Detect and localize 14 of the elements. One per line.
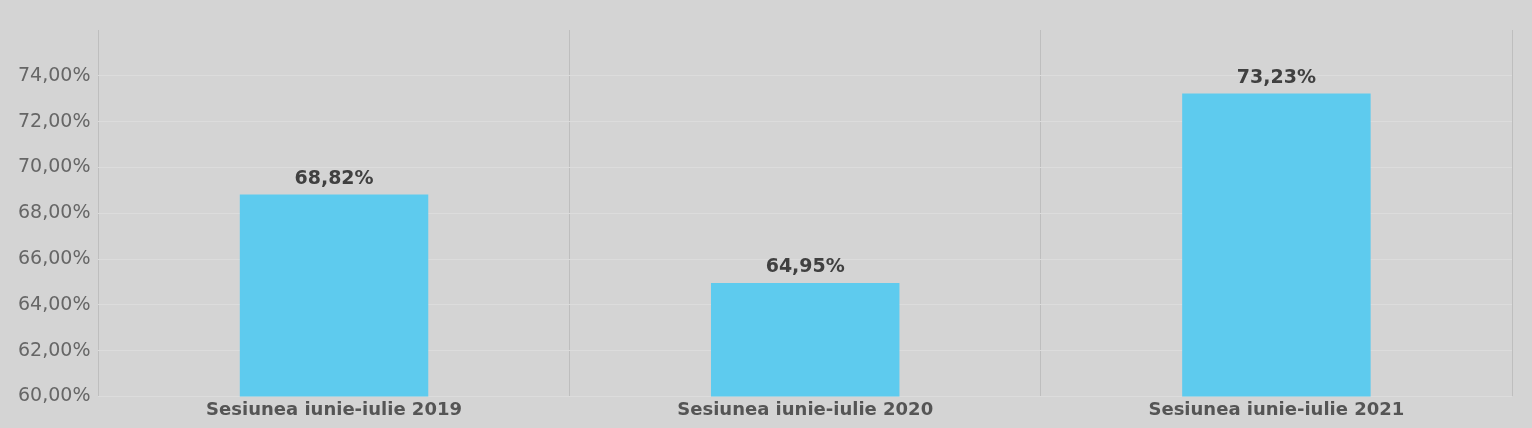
data-label: 68,82%: [294, 165, 374, 188]
y-tick-label: 66,00%: [17, 245, 91, 268]
x-tick-label: Sesiunea iunie-iulie 2019: [206, 397, 462, 419]
y-tick-label: 60,00%: [17, 383, 91, 406]
y-tick-label: 70,00%: [17, 154, 91, 177]
y-tick-label: 64,00%: [17, 291, 91, 314]
data-label: 64,95%: [765, 254, 845, 277]
y-tick-label: 62,00%: [17, 337, 91, 360]
y-tick-label: 72,00%: [17, 108, 91, 131]
x-tick-label: Sesiunea iunie-iulie 2021: [1148, 397, 1405, 419]
data-label: 73,23%: [1236, 64, 1316, 87]
y-tick-label: 68,00%: [17, 200, 91, 223]
y-tick-label: 74,00%: [17, 62, 91, 85]
x-tick-label: Sesiunea iunie-iulie 2020: [677, 397, 934, 419]
